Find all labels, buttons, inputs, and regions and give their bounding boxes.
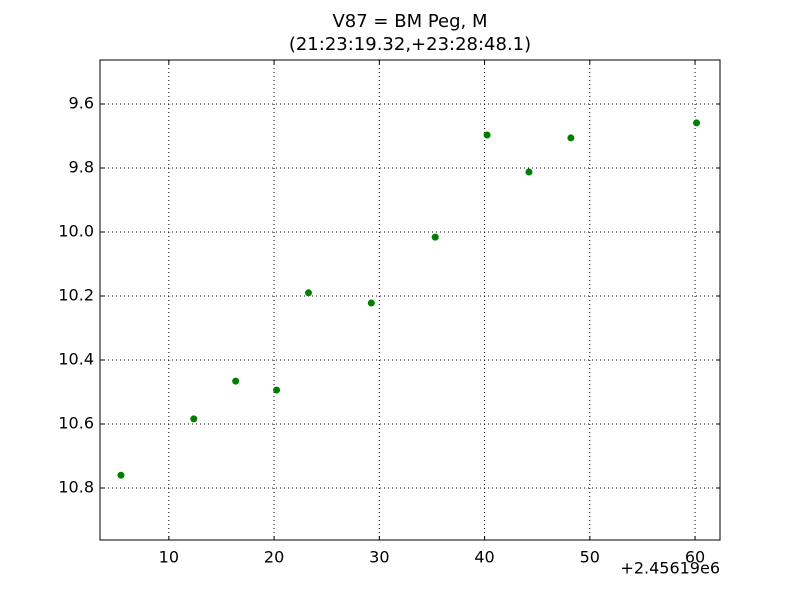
y-tick-label: 9.6 <box>69 94 94 113</box>
plot-frame <box>99 59 721 541</box>
data-point <box>567 134 575 142</box>
x-tick-label: 20 <box>264 548 284 567</box>
data-point <box>232 377 240 385</box>
x-tick-label: 50 <box>580 548 600 567</box>
chart-subtitle: (21:23:19.32,+23:28:48.1) <box>289 34 531 55</box>
x-offset-label: +2.45619e6 <box>620 559 720 578</box>
data-point <box>273 386 281 394</box>
data-point <box>304 289 312 297</box>
data-point <box>431 233 439 241</box>
x-tick-label: 10 <box>159 548 179 567</box>
y-tick-label: 10.4 <box>58 350 94 369</box>
data-point <box>525 168 533 176</box>
x-tick-label: 30 <box>369 548 389 567</box>
data-point <box>483 131 491 139</box>
y-tick-label: 9.8 <box>69 158 94 177</box>
chart-title: V87 = BM Peg, M <box>332 11 487 32</box>
data-point <box>693 119 701 127</box>
y-tick-label: 10.8 <box>58 478 94 497</box>
y-tick-label: 10.2 <box>58 286 94 305</box>
data-point <box>367 299 375 307</box>
data-point <box>190 415 198 423</box>
x-tick-label: 60 <box>685 548 705 567</box>
data-point <box>117 471 125 479</box>
y-tick-label: 10.6 <box>58 414 94 433</box>
y-tick-label: 10.0 <box>58 222 94 241</box>
x-tick-label: 40 <box>474 548 494 567</box>
